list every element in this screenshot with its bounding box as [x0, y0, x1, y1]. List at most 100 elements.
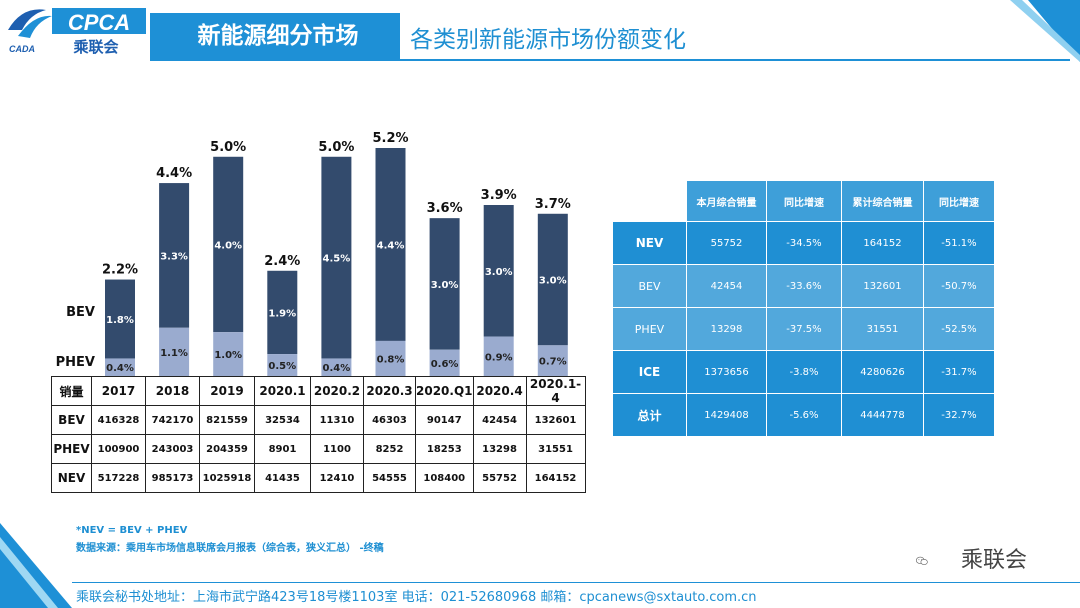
summary-cell: -32.7%: [924, 394, 995, 437]
bar-bev-label: 4.0%: [214, 240, 242, 251]
summary-cell: -51.1%: [924, 222, 995, 265]
sales-col-header: 2019: [199, 376, 255, 406]
sales-row-label: NEV: [51, 463, 92, 493]
summary-cell: -50.7%: [924, 265, 995, 308]
logo-sub: 乘联会: [72, 38, 118, 56]
bar-bev: [321, 156, 352, 359]
summary-row-label: NEV: [613, 222, 687, 265]
source-note: 数据来源：乘用车市场信息联席会月报表（综合表，狭义汇总） -终稿: [76, 543, 384, 554]
sales-cell: 132601: [525, 405, 586, 435]
bar-phev: [321, 358, 352, 376]
sales-cell: 31551: [525, 434, 586, 464]
bar-phev: [429, 349, 460, 376]
table-row: PHEV 13298 -37.5% 31551 -52.5%: [613, 308, 995, 351]
sales-table-header-row: 销量 2017 2018 2019 2020.1 2020.2 2020.3 2…: [51, 376, 586, 406]
summary-table: 本月综合销量 同比增速 累计综合销量 同比增速 NEV 55752 -34.5%…: [613, 181, 995, 437]
bar-bev-label: 4.5%: [323, 254, 351, 265]
bar-bev-label: 3.0%: [485, 267, 513, 278]
summary-cell: 42454: [687, 265, 767, 308]
bar-bev: [159, 183, 190, 328]
bar-bev: [213, 156, 244, 333]
bar-bev-label: 3.3%: [160, 251, 188, 262]
summary-col-header: 本月综合销量: [687, 181, 767, 222]
sales-cell: 54555: [363, 463, 416, 493]
sales-table-corner: 销量: [51, 376, 92, 406]
table-row: NEV 517228 985173 1025918 41435 12410 54…: [51, 463, 586, 493]
bar-bev-label: 4.4%: [377, 240, 405, 251]
sales-cell: 46303: [363, 405, 416, 435]
summary-cell: -34.5%: [767, 222, 842, 265]
sales-cell: 42454: [472, 405, 527, 435]
bar-total-label: 5.2%: [372, 131, 408, 146]
table-row: 总计 1429408 -5.6% 4444778 -32.7%: [613, 394, 995, 437]
bar-bev: [105, 279, 135, 359]
summary-cell: 55752: [687, 222, 767, 265]
sales-cell: 32534: [254, 405, 311, 435]
legend-bev-label: BEV: [66, 305, 95, 320]
sales-cell: 742170: [145, 405, 200, 435]
bar-phev-label: 0.4%: [106, 363, 134, 374]
bar-phev: [105, 358, 135, 376]
bar-bev: [267, 270, 298, 355]
summary-header-row: 本月综合销量 同比增速 累计综合销量 同比增速: [613, 181, 995, 222]
summary-row-label: ICE: [613, 351, 687, 394]
bar-phev: [159, 327, 190, 376]
sales-col-header: 2020.Q1: [415, 376, 474, 406]
sales-cell: 18253: [415, 434, 474, 464]
bar-bev-label: 1.9%: [268, 308, 296, 319]
page-subtitle: 各类别新能源市场份额变化: [410, 27, 686, 53]
sales-cell: 164152: [525, 463, 586, 493]
sales-cell: 90147: [415, 405, 474, 435]
table-row: PHEV 100900 243003 204359 8901 1100 8252…: [51, 434, 586, 464]
summary-cell: 31551: [842, 308, 924, 351]
sales-cell: 55752: [472, 463, 527, 493]
summary-col-header: 同比增速: [924, 181, 995, 222]
summary-cell: -33.6%: [767, 265, 842, 308]
bar-bev: [375, 148, 406, 341]
bar-bev-label: 3.0%: [431, 280, 459, 291]
summary-row-label: BEV: [613, 265, 687, 308]
sales-volume-table: 销量 2017 2018 2019 2020.1 2020.2 2020.3 2…: [51, 376, 586, 493]
bar-bev: [429, 218, 460, 350]
table-row: BEV 42454 -33.6% 132601 -50.7%: [613, 265, 995, 308]
bar-total-label: 3.7%: [535, 197, 571, 212]
summary-cell: 13298: [687, 308, 767, 351]
bar-total-label: 2.2%: [102, 263, 138, 278]
wechat-icon: [915, 556, 928, 565]
bar-phev: [537, 345, 568, 376]
sales-col-header: 2020.1-4: [525, 376, 586, 406]
table-row: ICE 1373656 -3.8% 4280626 -31.7%: [613, 351, 995, 394]
summary-cell: 4444778: [842, 394, 924, 437]
sales-cell: 108400: [415, 463, 474, 493]
bar-phev: [483, 336, 514, 376]
sales-cell: 8901: [254, 434, 311, 464]
sales-col-header: 2020.4: [472, 376, 527, 406]
sales-cell: 204359: [199, 434, 255, 464]
bar-total-label: 2.4%: [264, 254, 300, 269]
legend-phev-label: PHEV: [56, 355, 95, 370]
sales-col-header: 2020.2: [310, 376, 364, 406]
summary-cell: -31.7%: [924, 351, 995, 394]
corner-decoration-bottom-left: [0, 523, 72, 608]
summary-cell: 4280626: [842, 351, 924, 394]
summary-row-label: PHEV: [613, 308, 687, 351]
sales-cell: 517228: [91, 463, 146, 493]
bar-total-label: 5.0%: [210, 140, 246, 155]
sales-cell: 41435: [254, 463, 311, 493]
bar-phev-label: 0.9%: [485, 352, 513, 363]
summary-cell: -37.5%: [767, 308, 842, 351]
sales-cell: 11310: [310, 405, 364, 435]
bar-bev-label: 1.8%: [106, 315, 134, 326]
bar-phev-label: 1.0%: [214, 350, 242, 361]
logo-text: CPCA: [68, 10, 130, 35]
sales-cell: 12410: [310, 463, 364, 493]
bar-bev-label: 3.0%: [539, 276, 567, 287]
sales-cell: 1100: [310, 434, 364, 464]
sales-cell: 985173: [145, 463, 200, 493]
bar-total-label: 5.0%: [318, 140, 354, 155]
corner-decoration-top-right: [1010, 0, 1080, 62]
sales-cell: 821559: [199, 405, 255, 435]
header-divider: [150, 59, 1070, 61]
cpca-logo: CPCA 乘联会 CADA: [8, 8, 146, 56]
table-row: BEV 416328 742170 821559 32534 11310 463…: [51, 405, 586, 435]
